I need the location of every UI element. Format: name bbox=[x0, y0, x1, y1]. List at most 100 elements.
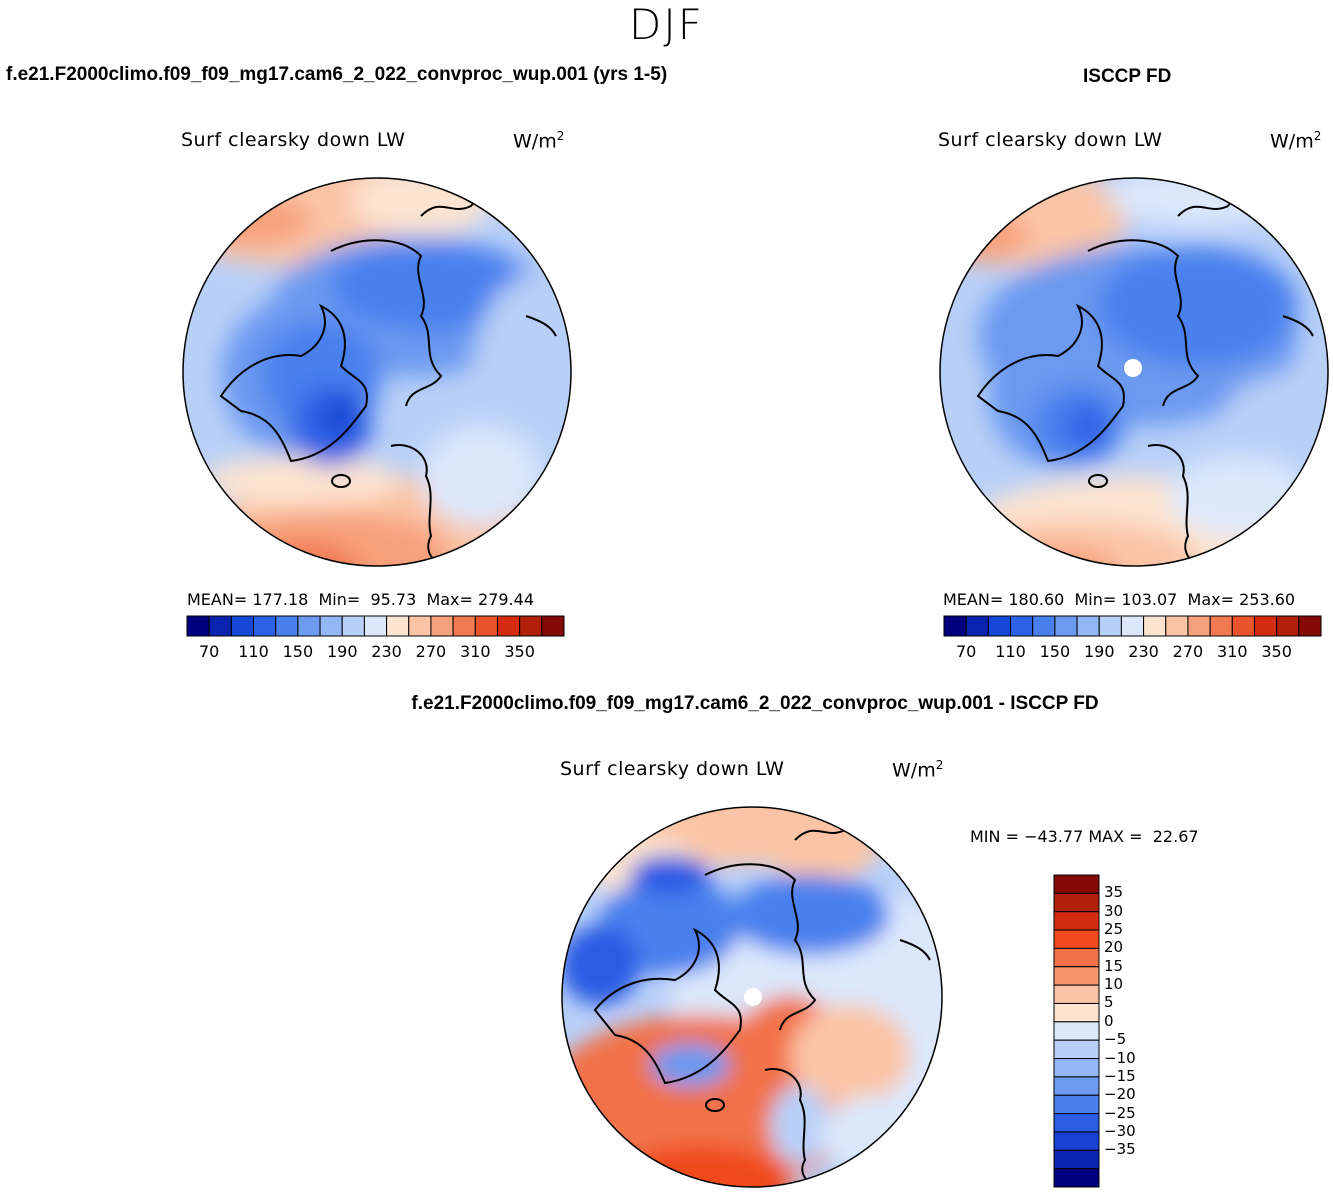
colorbar-swatch bbox=[1053, 1039, 1100, 1060]
diff-units: W/m2 bbox=[892, 758, 944, 782]
colorbar-tick-label: −30 bbox=[1104, 1121, 1136, 1140]
colorbar-swatch bbox=[1231, 615, 1255, 637]
colorbar-swatch bbox=[1053, 966, 1100, 986]
colorbar-tick-label: 35 bbox=[1104, 883, 1124, 902]
colorbar-swatch bbox=[1053, 947, 1100, 968]
colorbar-tick-label: −35 bbox=[1104, 1140, 1136, 1159]
colorbar-swatch bbox=[496, 615, 521, 637]
diff-colorbar bbox=[1053, 874, 1100, 1188]
colorbar-swatch bbox=[541, 615, 565, 637]
map-isccp-polar bbox=[939, 177, 1329, 567]
colorbar-swatch bbox=[1053, 892, 1100, 913]
colorbar-swatch bbox=[319, 615, 343, 637]
colorbar-tick-label: 310 bbox=[1217, 642, 1248, 661]
colorbar-swatch bbox=[519, 615, 543, 637]
panel-1-units: W/m2 bbox=[513, 129, 565, 153]
colorbar-tick-label: 350 bbox=[504, 642, 535, 661]
colorbar-swatch bbox=[1053, 984, 1100, 1004]
colorbar-tick-label: 110 bbox=[995, 642, 1026, 661]
colorbar-swatch bbox=[1053, 1021, 1100, 1041]
panel-2-variable-label: Surf clearsky down LW bbox=[938, 129, 1163, 151]
diff-variable-label: Surf clearsky down LW bbox=[560, 758, 785, 780]
map-model-polar bbox=[182, 177, 572, 567]
panel-1-stats: MEAN= 177.18 Min= 95.73 Max= 279.44 bbox=[187, 590, 534, 609]
colorbar-tick-label: 150 bbox=[282, 642, 314, 661]
colorbar-tick-label: −5 bbox=[1104, 1030, 1127, 1049]
panel-2-stats: MEAN= 180.60 Min= 103.07 Max= 253.60 bbox=[943, 590, 1296, 609]
colorbar-swatch bbox=[186, 615, 210, 637]
colorbar-tick-label: 270 bbox=[415, 642, 447, 661]
colorbar-tick-label: −15 bbox=[1104, 1066, 1136, 1085]
colorbar-tick-label: 310 bbox=[460, 642, 491, 661]
panel-2-case-title: ISCCP FD bbox=[1083, 66, 1172, 87]
colorbar-tick-label: 150 bbox=[1039, 642, 1071, 661]
panel-2-colorbar bbox=[943, 615, 1322, 637]
colorbar-swatch bbox=[230, 615, 255, 637]
colorbar-swatch bbox=[1120, 615, 1145, 637]
colorbar-swatch bbox=[1053, 1076, 1100, 1096]
colorbar-tick-label: 70 bbox=[198, 642, 220, 661]
colorbar-tick-label: 0 bbox=[1104, 1011, 1114, 1030]
panel-2-units: W/m2 bbox=[1270, 129, 1322, 153]
colorbar-swatch bbox=[1187, 615, 1211, 637]
colorbar-swatch bbox=[1143, 615, 1167, 637]
colorbar-swatch bbox=[430, 615, 454, 637]
colorbar-swatch bbox=[408, 615, 432, 637]
panel-1-colorbar bbox=[186, 615, 565, 637]
panel-1-variable-label: Surf clearsky down LW bbox=[181, 129, 406, 151]
colorbar-tick-label: 25 bbox=[1104, 920, 1124, 939]
colorbar-swatch bbox=[1053, 1058, 1100, 1078]
colorbar-swatch bbox=[386, 615, 410, 637]
colorbar-swatch bbox=[1053, 874, 1100, 894]
colorbar-tick-label: 10 bbox=[1104, 975, 1124, 994]
colorbar-tick-label: 30 bbox=[1104, 901, 1124, 920]
colorbar-swatch bbox=[1054, 615, 1078, 637]
colorbar-swatch bbox=[1010, 615, 1034, 637]
colorbar-swatch bbox=[1053, 929, 1100, 949]
colorbar-tick-label: 110 bbox=[238, 642, 269, 661]
colorbar-tick-label: 350 bbox=[1261, 642, 1292, 661]
colorbar-tick-label: −25 bbox=[1104, 1103, 1136, 1122]
colorbar-swatch bbox=[1053, 1113, 1100, 1133]
colorbar-swatch bbox=[363, 615, 388, 637]
colorbar-tick-label: 20 bbox=[1104, 938, 1124, 957]
colorbar-swatch bbox=[474, 615, 498, 637]
colorbar-swatch bbox=[943, 615, 967, 637]
colorbar-swatch bbox=[452, 615, 476, 637]
colorbar-tick-label: 190 bbox=[326, 642, 358, 661]
colorbar-swatch bbox=[1053, 1002, 1100, 1023]
colorbar-swatch bbox=[208, 615, 232, 637]
map-difference-polar bbox=[561, 806, 943, 1188]
colorbar-swatch bbox=[1209, 615, 1233, 637]
colorbar-tick-label: 15 bbox=[1104, 956, 1124, 975]
diff-case-title: f.e21.F2000climo.f09_f09_mg17.cam6_2_022… bbox=[411, 693, 1099, 714]
colorbar-swatch bbox=[1032, 615, 1056, 637]
colorbar-swatch bbox=[1053, 1168, 1100, 1188]
panel-1-case-title: f.e21.F2000climo.f09_f09_mg17.cam6_2_022… bbox=[6, 64, 668, 85]
colorbar-swatch bbox=[1298, 615, 1322, 637]
colorbar-swatch bbox=[1098, 615, 1122, 637]
colorbar-swatch bbox=[987, 615, 1012, 637]
diff-min-max: MIN = −43.77 MAX = 22.67 bbox=[970, 827, 1199, 846]
colorbar-swatch bbox=[297, 615, 321, 637]
colorbar-swatch bbox=[253, 615, 277, 637]
colorbar-swatch bbox=[1053, 911, 1100, 931]
colorbar-tick-label: −20 bbox=[1104, 1085, 1136, 1104]
colorbar-tick-label: 70 bbox=[955, 642, 977, 661]
colorbar-swatch bbox=[341, 615, 365, 637]
colorbar-swatch bbox=[965, 615, 989, 637]
colorbar-swatch bbox=[1165, 615, 1189, 637]
season-title: DJF bbox=[629, 0, 704, 49]
colorbar-swatch bbox=[1053, 1094, 1100, 1115]
colorbar-tick-label: 270 bbox=[1172, 642, 1204, 661]
colorbar-tick-label: 190 bbox=[1083, 642, 1115, 661]
colorbar-swatch bbox=[1053, 1131, 1100, 1151]
colorbar-tick-label: 5 bbox=[1104, 993, 1114, 1012]
colorbar-tick-label: 230 bbox=[371, 642, 402, 661]
colorbar-swatch bbox=[1253, 615, 1278, 637]
colorbar-swatch bbox=[1076, 615, 1100, 637]
colorbar-swatch bbox=[275, 615, 299, 637]
colorbar-tick-label: −10 bbox=[1104, 1048, 1136, 1067]
colorbar-swatch bbox=[1276, 615, 1300, 637]
colorbar-swatch bbox=[1053, 1149, 1100, 1170]
